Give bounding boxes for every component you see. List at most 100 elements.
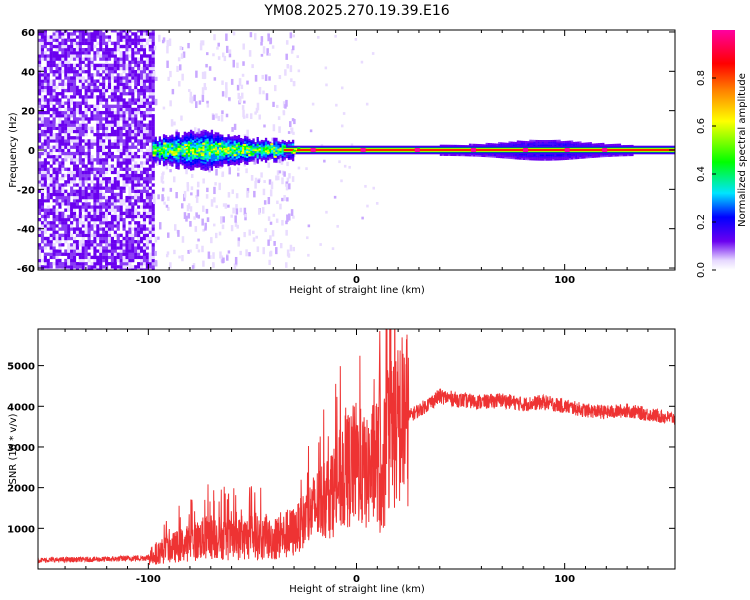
spectrogram-cell bbox=[116, 252, 120, 256]
spectrogram-cell bbox=[210, 165, 214, 168]
spectrogram-cell bbox=[181, 143, 184, 146]
spectrogram-cell bbox=[587, 156, 590, 159]
spectrogram-cell bbox=[58, 101, 62, 105]
spectrogram-cell bbox=[49, 262, 53, 266]
spectrogram-cell bbox=[52, 243, 56, 247]
spectrogram-cell bbox=[572, 141, 576, 144]
spectrogram-cell bbox=[151, 211, 155, 216]
spectrogram-cell bbox=[113, 258, 117, 263]
spectrogram-cell bbox=[84, 155, 88, 159]
spectrogram-cell bbox=[90, 44, 94, 49]
spectrogram-cell bbox=[61, 92, 65, 96]
spectrogram-cell bbox=[107, 155, 112, 159]
spectrogram-cell bbox=[75, 195, 80, 200]
spectrogram-cell bbox=[49, 63, 53, 68]
spectrogram-cell bbox=[200, 144, 203, 147]
spectrogram-cell bbox=[64, 139, 68, 143]
spectrogram-cell bbox=[72, 183, 77, 187]
spectrogram-cell bbox=[205, 208, 209, 214]
spectrogram-cell bbox=[58, 123, 62, 127]
spectrogram-cell bbox=[523, 153, 526, 156]
spectrogram-cell bbox=[242, 158, 245, 161]
spectrogram-cell bbox=[131, 123, 135, 127]
spectrogram-cell bbox=[84, 173, 88, 178]
spectrogram-cell bbox=[195, 70, 198, 78]
spectrogram-cell bbox=[281, 159, 284, 162]
spectrogram-cell bbox=[93, 249, 97, 253]
spectrogram-cell bbox=[158, 34, 161, 42]
spectrogram-cell bbox=[102, 249, 106, 253]
spectrogram-cell bbox=[529, 155, 532, 158]
spectrogram-cell bbox=[287, 140, 291, 143]
spectrogram-cell bbox=[128, 214, 132, 219]
spectrogram-cell bbox=[148, 199, 152, 203]
spectrogram-cell bbox=[96, 186, 100, 190]
spectrogram-cell bbox=[43, 161, 47, 165]
spectrogram-cell bbox=[52, 92, 56, 96]
spectrogram-cell bbox=[49, 148, 53, 153]
spectrogram-cell bbox=[131, 41, 135, 46]
spectrogram-cell bbox=[245, 168, 248, 174]
spectrogram-cell bbox=[589, 156, 592, 159]
spectrogram-cell bbox=[78, 249, 82, 253]
spectrogram-cell bbox=[151, 126, 155, 131]
spectrogram-cell bbox=[99, 88, 103, 93]
spectrogram-cell bbox=[84, 145, 88, 149]
spectrogram-cell bbox=[260, 150, 264, 153]
spectrogram-cell bbox=[171, 143, 174, 146]
spectrogram-cell bbox=[233, 263, 237, 270]
spectrogram-cell bbox=[46, 57, 50, 61]
spectrogram-cell bbox=[140, 44, 144, 49]
spectrogram-cell bbox=[52, 192, 56, 197]
spectrogram-cell bbox=[81, 268, 85, 270]
spectrogram-cell bbox=[119, 151, 123, 156]
spectrogram-cell bbox=[87, 85, 91, 90]
spectrogram-cell bbox=[148, 57, 152, 61]
spectrogram-cell bbox=[165, 254, 169, 258]
spectrogram-cell bbox=[96, 199, 100, 203]
spectrogram-cell bbox=[40, 265, 45, 269]
spectrogram-cell bbox=[167, 154, 170, 157]
spectrogram-cell bbox=[210, 158, 214, 161]
spectrogram-cell bbox=[110, 66, 114, 71]
spectrogram-cell bbox=[151, 30, 155, 33]
spectrogram-cell bbox=[122, 145, 126, 149]
spectrogram-cell bbox=[606, 144, 609, 146]
spectrogram-cell bbox=[473, 143, 476, 146]
spectrogram-cell bbox=[552, 154, 555, 156]
spectrogram-cell bbox=[142, 82, 147, 86]
spectrogram-cell bbox=[105, 158, 109, 162]
spectrogram-cell bbox=[229, 152, 232, 155]
spectrogram-cell bbox=[72, 189, 77, 193]
spectrogram-cell bbox=[90, 139, 94, 143]
spectrogram-cell bbox=[189, 149, 193, 152]
spectrogram-cell bbox=[52, 98, 56, 102]
spectrogram-cell bbox=[119, 148, 123, 153]
spectrogram-cell bbox=[38, 101, 42, 105]
spectrogram-cell bbox=[87, 233, 91, 238]
spectrogram-cell bbox=[260, 146, 264, 149]
spectrogram-cell bbox=[198, 151, 201, 154]
spectrogram-cell bbox=[61, 183, 65, 187]
spectrogram-cell bbox=[64, 32, 68, 36]
spectrogram-cell bbox=[572, 143, 576, 146]
spectrogram-cell bbox=[128, 240, 132, 244]
spectrogram-cell bbox=[148, 48, 152, 52]
spectrogram-cell bbox=[275, 141, 278, 144]
spectrogram-cell bbox=[175, 145, 178, 148]
spectrogram-cell bbox=[52, 88, 56, 93]
spectrogram-cell bbox=[102, 48, 106, 52]
spectrogram-cell bbox=[173, 143, 176, 146]
spectrogram-cell bbox=[506, 156, 509, 159]
spectrogram-cell bbox=[495, 156, 499, 158]
spectrogram-cell bbox=[72, 202, 77, 206]
spectrogram-cell bbox=[148, 167, 152, 171]
spectrogram-cell bbox=[134, 170, 138, 175]
spectrogram-cell bbox=[231, 127, 234, 132]
burst-hotspot bbox=[266, 151, 270, 154]
spectrogram-cell bbox=[58, 79, 62, 83]
spectrogram-cell bbox=[142, 202, 147, 206]
spectrogram-cell bbox=[529, 139, 532, 142]
spectrogram-cell bbox=[70, 95, 74, 99]
spectrogram-cell bbox=[142, 123, 147, 127]
